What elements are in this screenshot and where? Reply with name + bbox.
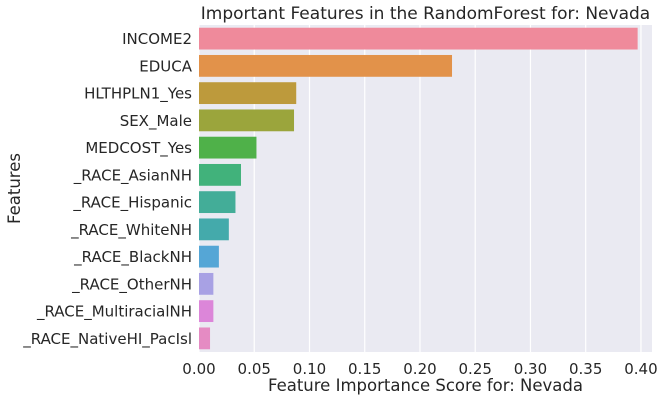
bars bbox=[199, 27, 638, 350]
y-tick-label: _RACE_NativeHI_PacIsl bbox=[22, 330, 192, 349]
bar bbox=[199, 27, 638, 50]
bar bbox=[199, 245, 219, 268]
y-tick-label: SEX_Male bbox=[120, 112, 192, 131]
bar bbox=[199, 109, 295, 132]
bar bbox=[199, 82, 297, 105]
chart-title: Important Features in the RandomForest f… bbox=[201, 4, 650, 24]
x-tick-label: 0.30 bbox=[514, 360, 547, 378]
bar bbox=[199, 136, 257, 159]
bar bbox=[199, 272, 214, 295]
x-tick-labels: 0.00 0.05 0.10 0.15 0.20 0.25 0.30 0.35 0.40 bbox=[182, 360, 657, 378]
y-tick-label: HLTHPLN1_Yes bbox=[84, 85, 192, 104]
x-tick-label: 0.15 bbox=[348, 360, 381, 378]
y-tick-label: EDUCA bbox=[139, 57, 192, 75]
x-tick-label: 0.05 bbox=[238, 360, 271, 378]
y-tick-label: _RACE_WhiteNH bbox=[70, 221, 192, 240]
bar bbox=[199, 218, 229, 241]
x-tick-label: 0.00 bbox=[182, 360, 215, 378]
x-axis-label: Feature Importance Score for: Nevada bbox=[268, 376, 583, 395]
x-tick-label: 0.10 bbox=[293, 360, 326, 378]
bar bbox=[199, 327, 211, 350]
x-tick-label: 0.35 bbox=[569, 360, 602, 378]
grid-lines bbox=[198, 25, 642, 352]
bar bbox=[199, 54, 453, 77]
y-tick-label: _RACE_MultiracialNH bbox=[36, 303, 192, 322]
bar bbox=[199, 163, 241, 186]
y-tick-label: _RACE_BlackNH bbox=[73, 248, 192, 267]
bar bbox=[199, 191, 236, 214]
y-tick-label: _RACE_OtherNH bbox=[71, 275, 192, 294]
y-tick-label: INCOME2 bbox=[122, 30, 192, 48]
y-axis-label: Features bbox=[5, 153, 24, 224]
y-tick-label: _RACE_Hispanic bbox=[72, 194, 192, 213]
bar bbox=[199, 300, 214, 323]
y-tick-label: MEDCOST_Yes bbox=[85, 139, 192, 158]
plot-area bbox=[199, 25, 652, 352]
y-tick-labels: INCOME2 EDUCA HLTHPLN1_Yes SEX_Male MEDCOST_… bbox=[22, 30, 192, 349]
x-tick-label: 0.25 bbox=[459, 360, 492, 378]
x-tick-label: 0.20 bbox=[403, 360, 436, 378]
x-tick-label: 0.40 bbox=[624, 360, 657, 378]
y-tick-label: _RACE_AsianNH bbox=[73, 166, 192, 185]
